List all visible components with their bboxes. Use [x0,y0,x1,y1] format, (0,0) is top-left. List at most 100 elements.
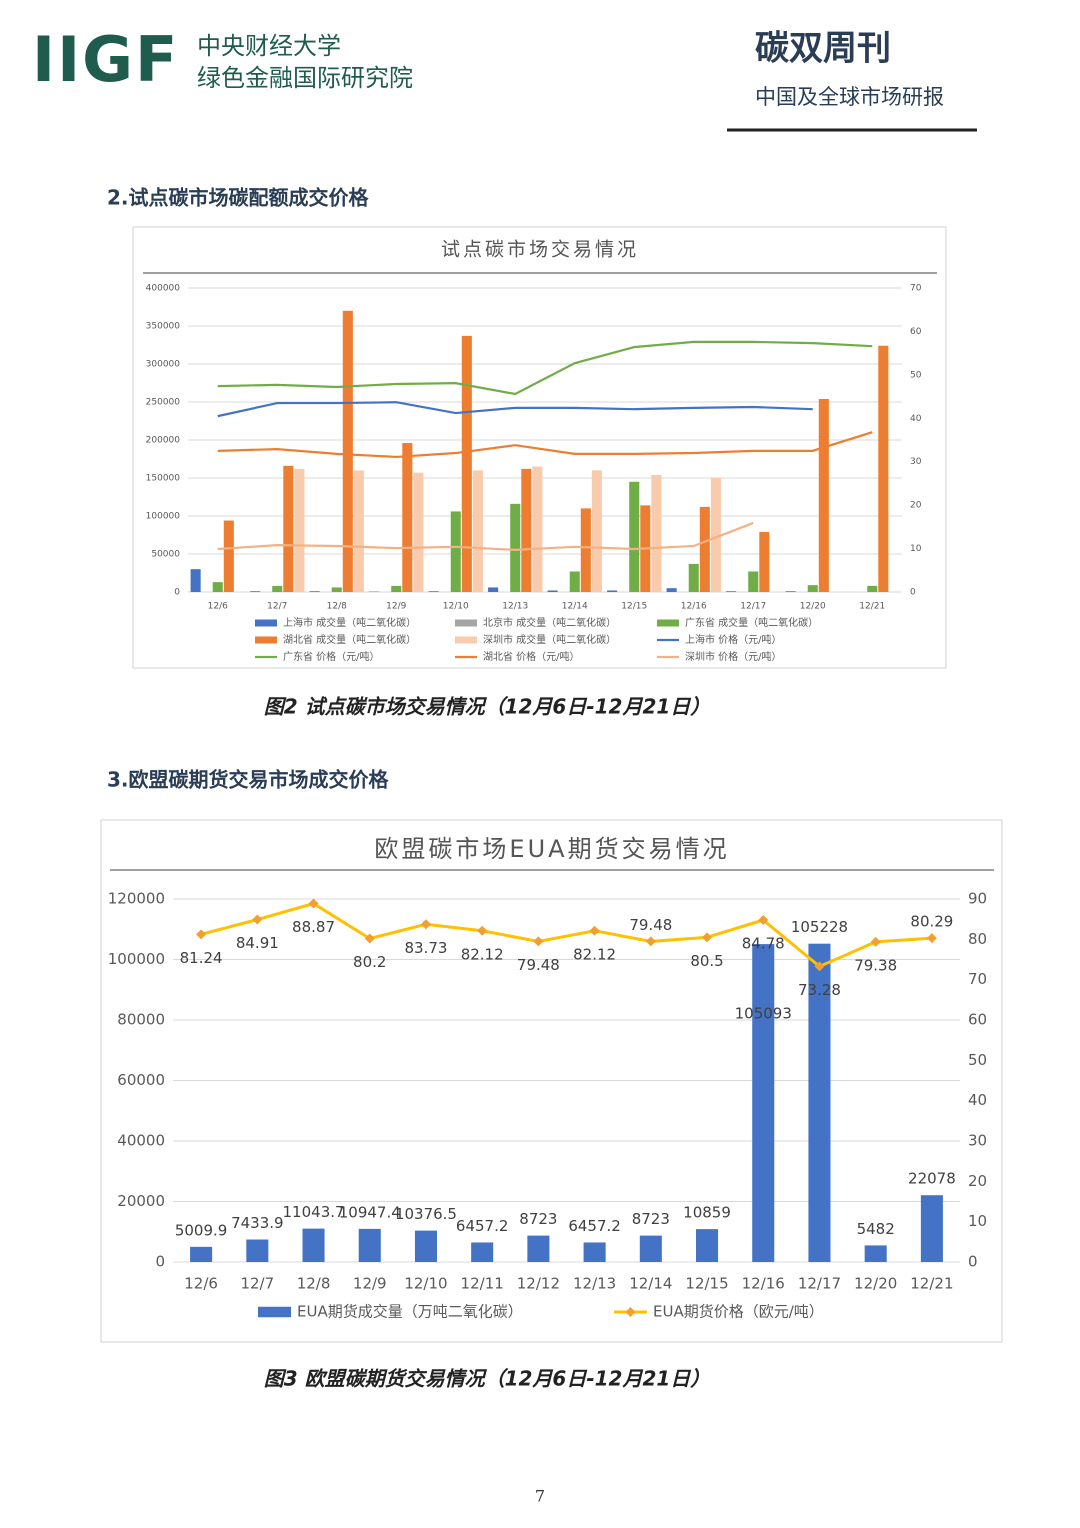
y-tick-label: 50000 [151,550,180,560]
data-label: 79.48 [629,916,672,934]
marker [196,929,207,940]
logo: IIGF [32,23,179,96]
bar [450,511,461,592]
marker [702,932,713,943]
section-heading: 2.试点碳市场碳配额成交价格 [107,186,370,210]
legend-swatch [255,636,277,644]
bar [752,944,775,1262]
data-label: 80.2 [353,953,386,971]
bar [808,943,831,1262]
issue-subtitle: 中国及全球市场研报 [755,85,944,109]
legend-marker [625,1307,636,1317]
y-tick-label: 20000 [117,1192,165,1210]
data-label: 80.5 [690,952,723,970]
marker [814,961,825,972]
data-label: 5009.9 [175,1221,228,1239]
bar [272,585,283,592]
legend-label: 广东省 价格（元/吨） [283,650,380,663]
y-tick-label: 0 [174,588,180,598]
data-label: 84.91 [236,934,279,952]
bar [358,1228,381,1262]
line [217,521,754,551]
y2-tick-label: 10 [968,1212,987,1230]
bar [569,571,580,592]
x-tick-label: 12/21 [859,602,885,612]
x-tick-label: 12/16 [742,1275,785,1293]
bar [607,590,618,592]
y-tick-label: 0 [155,1253,165,1271]
bar [342,310,353,592]
y2-tick-label: 20 [968,1172,987,1190]
bar [629,481,640,592]
bar [414,1230,437,1262]
bar [639,1235,662,1262]
legend-swatch [455,636,477,644]
x-tick-label: 12/20 [800,602,826,612]
y-tick-label: 350000 [146,322,181,332]
x-tick-label: 12/7 [267,602,287,612]
data-label: 79.38 [854,956,897,974]
y2-tick-label: 60 [910,327,922,337]
bar [710,478,721,592]
bar [818,398,829,592]
x-tick-label: 12/7 [240,1275,274,1293]
x-tick-label: 12/13 [573,1275,616,1293]
y2-tick-label: 30 [910,457,922,467]
y2-tick-label: 30 [968,1132,987,1150]
x-tick-label: 12/12 [517,1275,560,1293]
legend-label: 湖北省 成交量（吨二氧化碳） [283,633,416,646]
x-tick-label: 12/14 [629,1275,672,1293]
x-tick-label: 12/14 [562,602,588,612]
bar [212,582,223,592]
bar [510,503,521,592]
marker [477,925,488,936]
data-label: 73.28 [798,981,841,999]
page-number: 7 [535,1487,545,1506]
bar [726,591,737,592]
marker [252,914,263,925]
bar [471,1242,494,1262]
bar [696,1229,719,1262]
figure-caption: 图2 试点碳市场交易情况（12月6日-12月21日） [264,695,711,719]
bar [666,588,677,592]
y2-tick-label: 0 [910,588,916,598]
x-tick-label: 12/21 [910,1275,953,1293]
marker [364,933,375,944]
legend-swatch [258,1306,291,1318]
x-tick-label: 12/17 [740,602,766,612]
y2-tick-label: 50 [968,1051,987,1069]
y2-tick-label: 40 [968,1091,987,1109]
section-heading: 3.欧盟碳期货交易市场成交价格 [107,768,390,792]
legend-label: 深圳市 成交量（吨二氧化碳） [483,633,616,646]
data-label: 10859 [683,1204,731,1222]
y2-tick-label: 80 [968,930,987,948]
bar [920,1195,943,1262]
bar [521,468,532,592]
marker [533,936,544,947]
data-label: 8723 [632,1210,670,1228]
org-line2: 绿色金融国际研究院 [197,64,413,92]
data-label: 105228 [791,918,848,936]
marker [926,933,937,944]
bar [547,590,558,592]
x-tick-label: 12/9 [386,602,406,612]
x-tick-label: 12/8 [297,1275,331,1293]
data-label: 82.12 [573,945,616,963]
data-label: 88.87 [292,918,335,936]
data-label: 10376.5 [395,1205,457,1223]
issue-title: 碳双周刊 [755,29,891,69]
chart-frame [132,226,947,669]
bar [759,531,770,592]
bar [461,335,472,592]
bar [688,563,699,592]
chart-title: 欧盟碳市场EUA期货交易情况 [374,835,729,863]
bar [488,587,499,592]
y2-tick-label: 20 [910,501,922,511]
y-tick-label: 300000 [146,360,181,370]
marker [589,925,600,936]
data-label: 81.24 [180,949,223,967]
data-label: 5482 [857,1220,895,1238]
bar [190,1246,213,1262]
